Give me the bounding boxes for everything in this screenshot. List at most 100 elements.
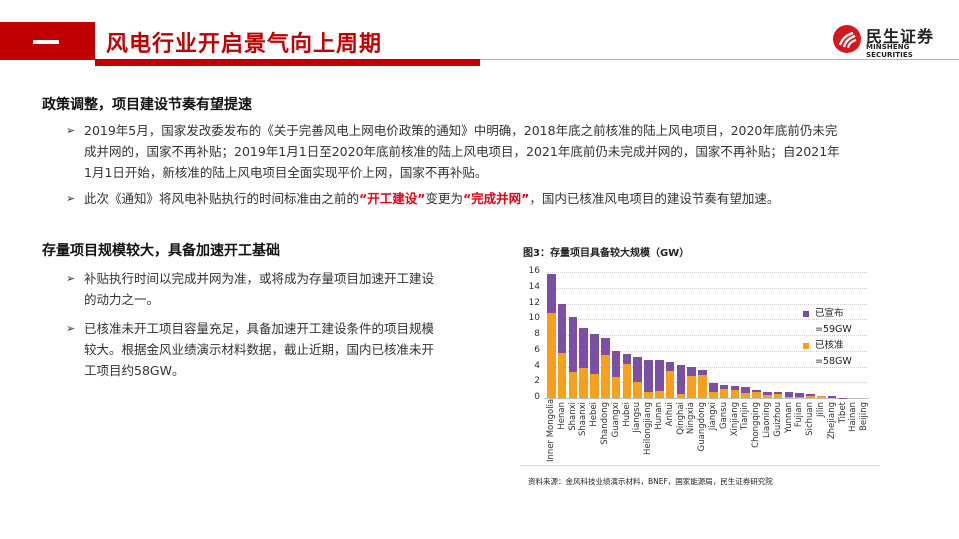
logo-emblem-icon [833, 25, 861, 53]
legend-swatch-purple [803, 310, 809, 317]
bar-segment-approved [709, 391, 718, 398]
bullet-text-suffix: ，国内已核准风电项目的建设节奏有望加速。 [529, 191, 780, 206]
header-rule [480, 59, 959, 60]
gridline [547, 303, 867, 305]
bullet-text-prefix: 此次《通知》将风电补贴执行的时间标准由之前的 [84, 191, 360, 206]
x-tick-label: Sichuan [805, 402, 816, 436]
bar-segment-announced [547, 274, 556, 313]
bar-segment-approved [622, 364, 632, 398]
bar-segment-announced [622, 353, 632, 365]
y-tick-label: 14 [528, 281, 540, 292]
x-tick-label: Hubei [621, 402, 632, 427]
bar-segment-announced [568, 316, 578, 372]
chart-source-rule [520, 465, 880, 466]
logo-chinese-name: 民生证券 [866, 27, 935, 46]
bar-segment-announced [827, 396, 837, 398]
gridline [547, 272, 867, 273]
bar-segment-announced [655, 360, 664, 391]
gridline [547, 335, 867, 336]
legend-sub-announced: =59GW [815, 324, 852, 335]
bullet-arrow-icon: ➢ [66, 322, 76, 335]
x-tick-label: Jiangsu [632, 402, 643, 433]
x-axis [544, 398, 869, 399]
chart-source: 资料来源：金风科技业绩演示材料，BNEF，国家能源局，民生证券研究院 [528, 477, 773, 486]
y-tick-label: 16 [528, 266, 540, 276]
bar-segment-approved [547, 312, 556, 398]
bullet-line: 补贴执行时间以完成并网为准，或将成为存量项目加速开工建设 [84, 271, 435, 286]
y-tick-label: 8 [534, 329, 540, 339]
bar-segment-approved [795, 397, 804, 398]
bar-segment-announced [795, 393, 804, 398]
legend-item-approved: 已核准 [803, 338, 852, 354]
chart-legend: 已宣布 =59GW 已核准 =58GW [803, 306, 852, 370]
bar-segment-approved [644, 391, 653, 398]
bar-segment-announced [611, 350, 621, 377]
bar-segment-announced [709, 383, 718, 392]
section1-heading: 政策调整，项目建设节奏有望提速 [42, 97, 252, 113]
page-title: 风电行业开启景气向上周期 [106, 32, 383, 57]
bullet-line: 1月1日开始，新核准的陆上风电项目全面实现平价上网，国家不再补贴。 [84, 165, 488, 180]
gridline [547, 366, 867, 368]
company-logo: 民生证券 MINSHENG SECURITIES [830, 22, 955, 59]
x-tick-label: Heilongjiang [643, 402, 654, 456]
bar-segment-announced [633, 357, 642, 383]
bar-segment-approved [579, 368, 588, 398]
bar-segment-announced [676, 364, 686, 395]
x-tick-label: Shaanxi [578, 402, 589, 436]
bar-segment-approved [633, 382, 642, 398]
x-tick-label: Shanxi [567, 402, 578, 431]
title-underline [95, 59, 480, 66]
bar-segment-approved [763, 394, 772, 398]
x-tick-label: Shandong [600, 402, 610, 445]
highlight-start-construction: “开工建设” [359, 191, 426, 206]
bullet-line: 的动力之一。 [84, 292, 160, 307]
bullet-text-middle: 变更为 [425, 191, 463, 206]
bar-segment-announced [687, 367, 696, 376]
x-tick-label: Tibet [837, 402, 848, 424]
bar-segment-approved [784, 397, 794, 398]
chart-title: 图3：存量项目具备较大规模（GW） [523, 248, 690, 259]
gridline [547, 382, 867, 384]
bullet-arrow-icon: ➢ [66, 192, 76, 205]
x-tick-label: Ningxia [686, 402, 697, 435]
x-tick-label: Fujian [794, 402, 805, 428]
highlight-grid-connection: “完成并网” [462, 191, 530, 206]
section1-bullet-1: ➢ 2019年5月，国家发改委发布的《关于完善风电上网电价政策的通知》中明确，2… [66, 120, 896, 183]
bar-segment-approved [741, 393, 750, 398]
gridline [547, 287, 867, 289]
bar-segment-announced [730, 386, 740, 391]
bar-segment-approved [601, 354, 610, 398]
x-tick-label: Tianjin [740, 402, 751, 430]
x-tick-label: Henan [556, 402, 567, 430]
x-tick-label: Guangxi [610, 402, 621, 438]
section1-bullet-2: ➢ 此次《通知》将风电补贴执行的时间标准由之前的“开工建设”变更为“完成并网”，… [66, 188, 896, 209]
x-tick-label: Guizhou [772, 402, 783, 437]
logo-english-name: MINSHENG SECURITIES [866, 43, 913, 59]
bullet-line: 成并网的，国家不再补贴；2019年1月1日至2020年底前核准的陆上风电项目，2… [84, 144, 840, 159]
x-tick-label: Jiangxi [708, 402, 718, 431]
legend-item-announced: 已宣布 [803, 306, 852, 322]
bar-segment-announced [806, 394, 815, 396]
legend-swatch-orange [803, 342, 809, 349]
bar-segment-approved [698, 375, 707, 398]
bar-segment-approved [817, 396, 826, 398]
gridline [547, 319, 867, 321]
section2-bullet-2: ➢ 已核准未开工项目容量充足，具备加速开工建设条件的项目规模 较大。根据金风业绩… [66, 318, 486, 381]
y-tick-label: 4 [534, 360, 540, 371]
x-tick-label: Hunan [654, 402, 664, 430]
bar-segment-approved [773, 394, 783, 398]
x-tick-label: Gansu [718, 402, 729, 429]
bar-segment-announced [644, 360, 653, 392]
bar-segment-approved [806, 395, 815, 398]
bar-segment-announced [665, 361, 675, 372]
legend-sub-approved: =58GW [815, 356, 852, 367]
section-number-block [0, 22, 95, 60]
bullet-line: 较大。根据金风业绩演示材料数据，截止近期，国内已核准未开 [84, 342, 435, 357]
bar-segment-approved [730, 390, 740, 398]
bar-segment-approved [590, 374, 599, 398]
bar-segment-announced [601, 338, 610, 355]
y-tick-label: 12 [528, 297, 540, 308]
x-tick-label: Anhui [664, 402, 675, 427]
section2-heading: 存量项目规模较大，具备加速开工基础 [42, 243, 280, 259]
y-tick-label: 6 [534, 344, 540, 355]
